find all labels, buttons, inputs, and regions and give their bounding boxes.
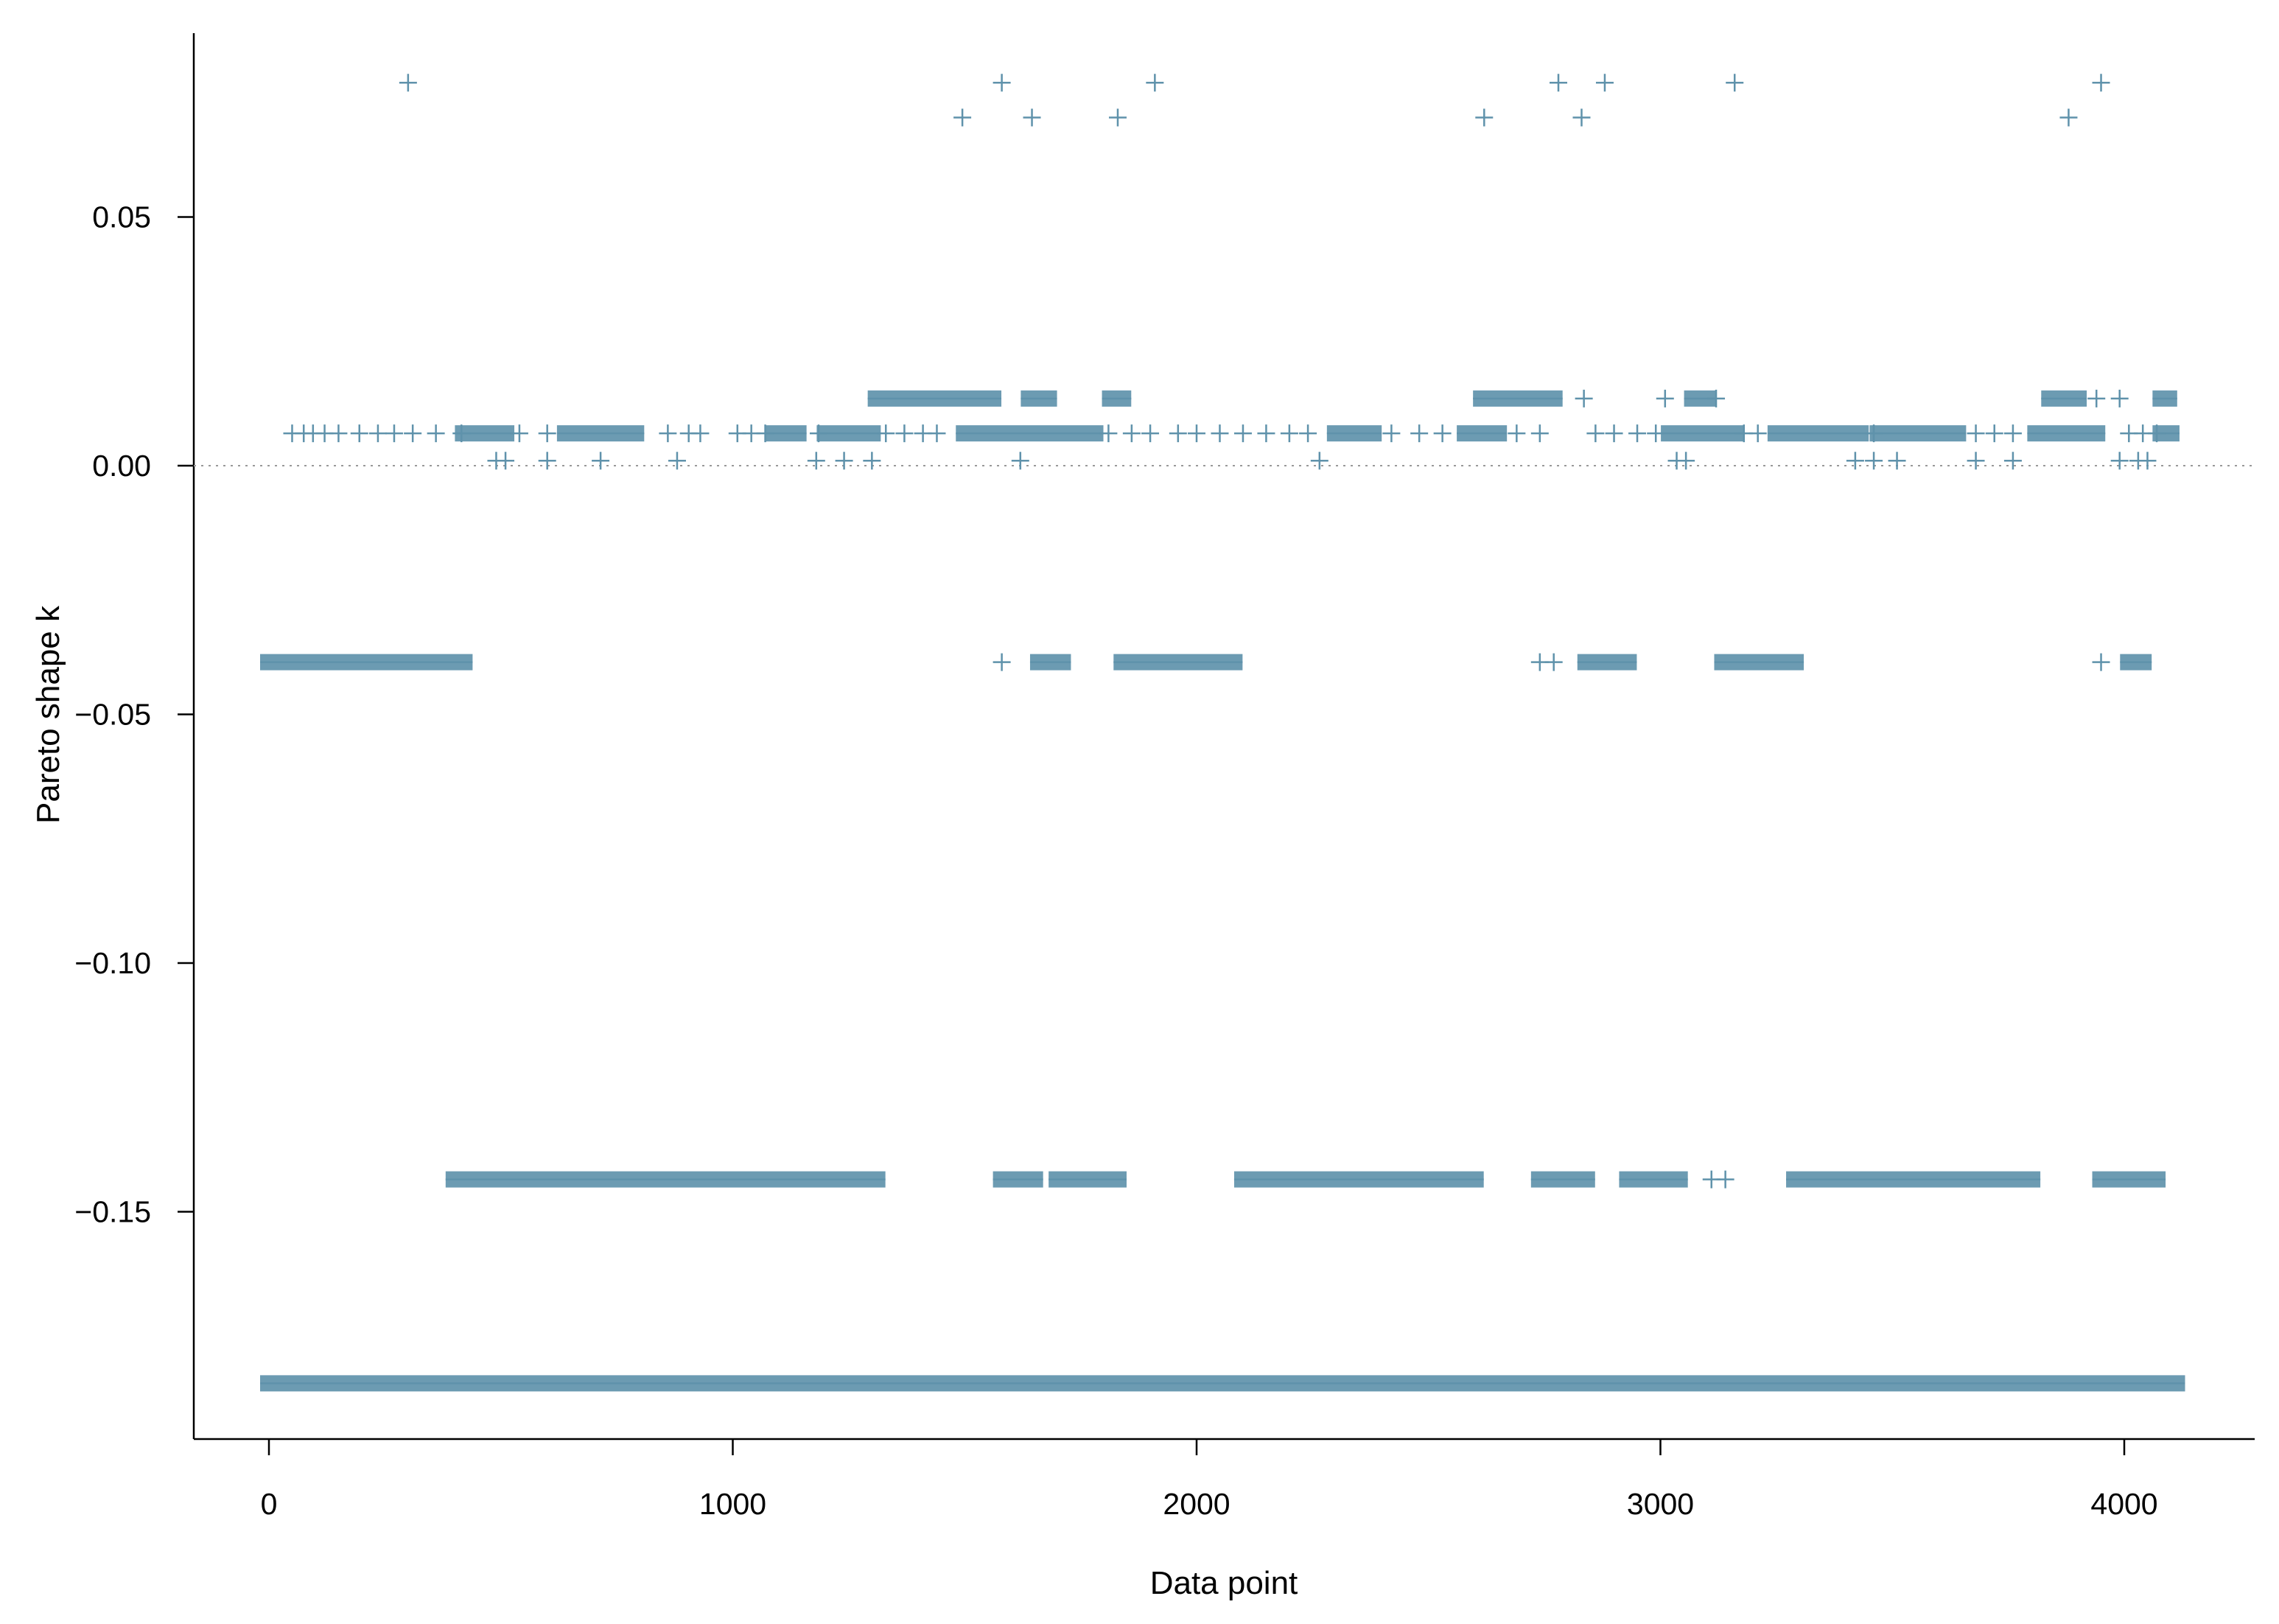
point-marker [1211, 424, 1229, 443]
point-marker [399, 74, 417, 92]
point-marker [2148, 424, 2166, 443]
point-marker [1550, 74, 1568, 92]
point-marker [1967, 424, 1985, 443]
point-marker [1888, 452, 1906, 470]
point-marker [1433, 424, 1452, 443]
point-marker [756, 424, 774, 443]
point-marker [993, 74, 1011, 92]
point-marker [809, 424, 827, 443]
x-axis-ticks: 0 1000 2000 3000 4000 [261, 1439, 2158, 1521]
point-marker [2092, 74, 2110, 92]
point-marker [993, 653, 1011, 671]
y-tick-label: −0.15 [74, 1195, 151, 1229]
point-marker [1865, 452, 1883, 470]
point-marker [1382, 424, 1401, 443]
point-marker [1280, 424, 1298, 443]
point-marker [953, 108, 972, 127]
point-marker [329, 424, 348, 443]
point-marker [2138, 452, 2157, 470]
point-marker [807, 452, 825, 470]
point-marker [497, 452, 515, 470]
point-marker [835, 452, 853, 470]
point-marker [1011, 452, 1029, 470]
point-marker [452, 424, 471, 443]
point-marker [1122, 424, 1141, 443]
point-marker [1410, 424, 1429, 443]
y-tick-label: −0.10 [74, 946, 151, 980]
point-marker [350, 424, 368, 443]
point-marker [877, 424, 895, 443]
point-marker [668, 452, 686, 470]
y-axis-ticks: 0.05 0.00 −0.05 −0.10 −0.15 [74, 200, 194, 1229]
point-marker [1310, 452, 1328, 470]
point-marker [427, 424, 445, 443]
point-marker [1108, 108, 1127, 127]
point-marker [1647, 424, 1665, 443]
point-marker [1299, 424, 1317, 443]
x-tick-label: 0 [261, 1487, 278, 1521]
y-tick-label: 0.05 [92, 200, 151, 234]
point-marker [404, 424, 422, 443]
x-tick-label: 4000 [2090, 1487, 2157, 1521]
point-marker [2003, 452, 2022, 470]
y-tick-label: 0.00 [92, 449, 151, 483]
y-tick-label: −0.05 [74, 698, 151, 732]
point-marker [863, 452, 881, 470]
x-tick-label: 1000 [699, 1487, 766, 1521]
x-tick-label: 2000 [1163, 1487, 1230, 1521]
point-marker [510, 424, 528, 443]
point-marker [1985, 424, 2003, 443]
point-marker [1605, 424, 1623, 443]
point-marker [2087, 389, 2106, 407]
point-marker [368, 424, 387, 443]
point-marker [691, 424, 710, 443]
point-marker [1846, 452, 1864, 470]
point-marker [1716, 1170, 1734, 1189]
point-marker [1586, 424, 1605, 443]
point-marker [1233, 424, 1252, 443]
point-marker [1595, 74, 1614, 92]
point-marker [1146, 74, 1164, 92]
point-marker [1628, 424, 1647, 443]
point-marker [1544, 653, 1563, 671]
point-marker [1023, 108, 1041, 127]
point-marker [1508, 424, 1526, 443]
x-tick-label: 3000 [1627, 1487, 1694, 1521]
point-marker [2110, 452, 2129, 470]
point-marker [928, 424, 946, 443]
y-axis-title: Pareto shape k [30, 605, 66, 824]
point-marker [1530, 424, 1549, 443]
point-marker [1188, 424, 1205, 443]
point-marker [2092, 653, 2110, 671]
point-marker [1572, 108, 1591, 127]
point-marker [1575, 389, 1593, 407]
point-marker [1707, 389, 1726, 407]
point-marker [1257, 424, 1275, 443]
point-marker [1748, 424, 1767, 443]
point-marker [1865, 424, 1883, 443]
point-marker [1141, 424, 1160, 443]
point-marker [538, 424, 556, 443]
point-marker [1475, 108, 1494, 127]
point-marker [385, 424, 403, 443]
point-marker [2110, 389, 2129, 407]
point-marker [538, 452, 556, 470]
point-marker [659, 424, 677, 443]
point-marker [1677, 452, 1695, 470]
point-marker [592, 452, 610, 470]
point-marker [2003, 424, 2022, 443]
point-marker [2059, 108, 2078, 127]
point-marker [1967, 452, 1985, 470]
point-marker [895, 424, 914, 443]
data-points [260, 74, 2185, 1392]
point-marker [1656, 389, 1674, 407]
point-marker [1169, 424, 1187, 443]
point-marker [1726, 74, 1744, 92]
x-axis-title: Data point [1150, 1565, 1298, 1601]
point-marker [1099, 424, 1118, 443]
